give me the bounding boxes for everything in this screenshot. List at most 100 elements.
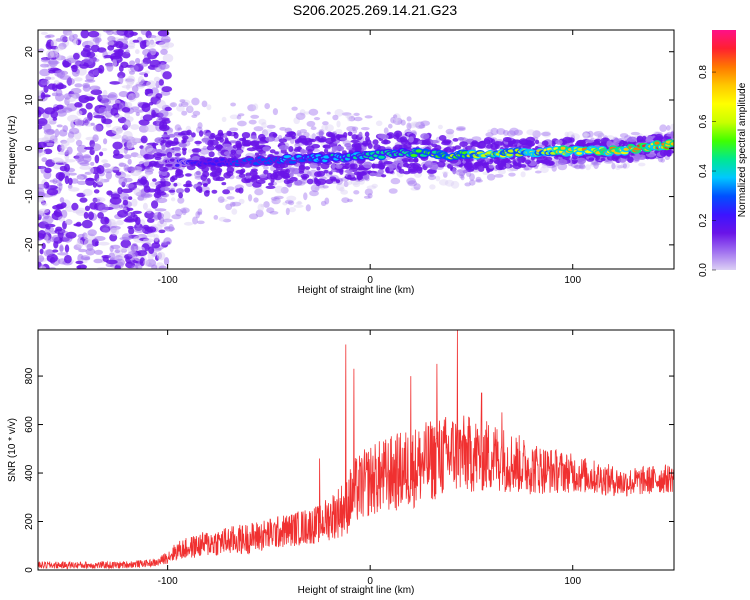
spectrogram-cell [502,129,509,136]
spectrogram-cell [45,50,55,59]
spectrogram-cell [39,248,44,255]
spectrogram-cell [58,216,65,222]
spectrogram-cell [623,147,629,151]
spectrogram-cell [40,63,50,68]
spectrogram-cell [486,173,496,181]
spectrogram-cell [483,139,491,145]
spectrogram-cell [576,151,583,155]
spectrogram-cell [43,85,49,93]
spectrogram-cell [269,211,279,215]
spectrogram-cell [278,145,289,151]
spectrogram-cell [266,207,275,214]
spectrogram-cell [56,69,65,79]
spectrogram-cell [383,139,389,145]
spectrogram-cell [407,123,418,129]
spectrogram-cell [81,219,93,229]
spectrogram-cell [135,250,148,257]
spectrogram-cell [284,127,292,132]
spec-y-tick-label: 10 [24,94,35,106]
spectrogram-cell [74,117,84,127]
spectrogram-cell [363,161,373,169]
spectrogram-cell [375,120,383,127]
spectrogram-cell [210,133,216,138]
spectrogram-cell [557,159,568,165]
spectrogram-cell [90,44,100,53]
snr-x-tick-label: -100 [158,576,178,587]
spectrogram-cell [64,175,70,185]
spec-y-tick-label: 0 [24,145,35,151]
spectrogram-cell [76,144,88,153]
spectrogram-cell [345,114,355,119]
spectrogram-cell [178,192,184,199]
spectrogram-cell [222,218,232,223]
spectrogram-cell [369,172,376,177]
spectrogram-cell [191,148,202,153]
spectrogram-cell [446,131,454,139]
spectrogram-cell [300,148,305,155]
spectrogram-cell [68,172,77,176]
spectrogram-cell [173,182,178,187]
spectrogram-cell [347,198,353,203]
spectrogram-cell [40,165,45,174]
spectrogram-cell [330,168,337,173]
spectrogram-cell [334,109,344,117]
spectrogram-cell [309,190,319,197]
spectrogram-cell [250,168,258,172]
spectrogram-cell [329,176,337,181]
spectrogram-cell [60,202,67,209]
spectrogram-cell [509,127,519,136]
spectrogram-cell [109,233,118,242]
spectrogram-cell [303,111,311,115]
spectrogram-cell [156,99,166,109]
spectrogram-cell [255,179,266,184]
spectrogram-cell [362,142,369,147]
spectrogram-cell [385,166,390,174]
spectrogram-cell [253,197,259,203]
spectrogram-cell [360,127,370,131]
spectrogram-cell [100,98,112,105]
spectrogram-cell [241,132,251,139]
spectrogram-cell [102,118,113,125]
spectrogram-cell [148,101,154,106]
spectrogram-cell [520,171,526,178]
spectrogram-cell [94,241,99,246]
spectrogram-cell [594,138,602,143]
spec-x-tick-label: -100 [158,275,178,286]
spectrogram-cell [55,93,65,102]
spectrogram-cell [159,177,169,182]
spectrogram-cell [107,45,115,51]
spectrogram-cell [133,92,140,99]
spectrogram-cell [525,159,531,165]
spectrogram-cell [66,137,75,143]
spectrogram-cell [143,185,151,193]
spectrogram-cell [351,134,358,140]
spec-y-tick-label: 20 [24,46,35,58]
spectrogram-cell [71,64,78,73]
spectrogram-cell [663,150,669,156]
spectrogram-cell [187,149,193,154]
spectrogram-cell [479,159,487,166]
spectrogram-cell [72,33,78,39]
spectrogram-cell [40,31,48,35]
spectrogram-cell [408,136,414,143]
spectrogram-cell [67,32,74,36]
colorbar-tick-label: 0.6 [698,114,709,128]
spectrogram-cell [311,133,316,140]
spectrogram-cell [586,134,592,138]
spectrogram-cell [191,132,196,138]
spectrogram-cell [144,88,153,93]
spectrogram-cell [38,230,46,239]
spectrogram-cell [200,174,208,181]
spectrogram-cell [132,39,140,43]
colorbar-gradient [712,30,736,270]
spectrogram-cell [79,61,85,65]
spectrogram-cell [409,162,416,166]
spectrogram-cell [206,104,212,111]
spectrogram-cell [352,181,361,188]
spectrogram-cell [522,145,532,149]
spectrogram-cell [613,156,619,160]
spectrogram-cell [106,259,118,265]
spectrogram-cell [41,202,48,207]
spectrogram-cell [143,238,154,243]
spectrogram-cell [125,49,130,54]
